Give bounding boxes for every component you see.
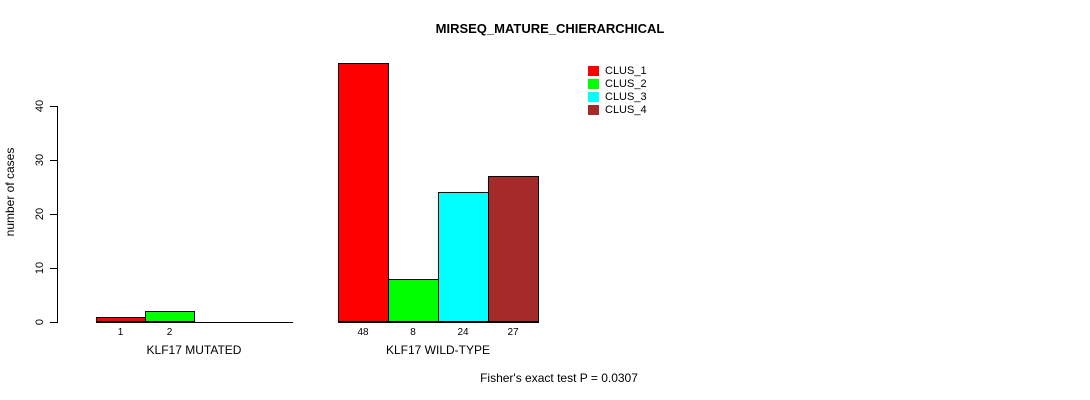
legend-color-swatch	[588, 104, 599, 115]
legend-color-swatch	[588, 91, 599, 102]
legend-item-label: CLUS_2	[605, 77, 647, 90]
legend-item: CLUS_2	[588, 77, 647, 90]
legend-item-label: CLUS_4	[605, 103, 647, 116]
y-axis	[57, 106, 58, 323]
legend-color-swatch	[588, 78, 599, 89]
bar-value-label: 24	[457, 327, 469, 338]
group-label: KLF17 WILD-TYPE	[385, 343, 491, 357]
group-baseline	[96, 322, 293, 323]
bar-value-label: 48	[357, 327, 369, 338]
bar-value-label: 27	[507, 327, 519, 338]
group-label: KLF17 MUTATED	[146, 343, 242, 357]
legend-item-label: CLUS_1	[605, 64, 647, 77]
y-tick-mark	[50, 106, 57, 107]
legend-item: CLUS_1	[588, 64, 647, 77]
legend-color-swatch	[588, 65, 599, 76]
y-tick-mark	[50, 214, 57, 215]
bar-clus_1	[96, 317, 146, 322]
bar-value-label: 1	[117, 327, 124, 338]
bar-clus_2	[145, 311, 195, 322]
y-tick-label: 30	[34, 153, 46, 167]
y-tick-mark	[50, 268, 57, 269]
y-tick-label: 10	[34, 261, 46, 275]
y-tick-mark	[50, 160, 57, 161]
y-tick-label: 20	[34, 207, 46, 221]
group-baseline	[338, 322, 539, 323]
bar-clus_4	[488, 176, 539, 322]
y-axis-label: number of cases	[3, 147, 17, 237]
bar-clus_1	[338, 63, 389, 322]
y-tick-label: 0	[34, 318, 46, 326]
legend-item-label: CLUS_3	[605, 90, 647, 103]
legend-item: CLUS_3	[588, 90, 647, 103]
annotation-text: Fisher's exact test P = 0.0307	[480, 371, 638, 385]
y-tick-mark	[50, 322, 57, 323]
bar-clus_3	[438, 192, 489, 322]
bar-value-label: 2	[166, 327, 173, 338]
bar-clus_2	[388, 279, 439, 322]
legend-item: CLUS_4	[588, 103, 647, 116]
chart-title: MIRSEQ_MATURE_CHIERARCHICAL	[435, 21, 665, 36]
y-tick-label: 40	[34, 99, 46, 113]
bar-value-label: 8	[410, 327, 416, 338]
legend: CLUS_1 CLUS_2 CLUS_3 CLUS_4	[588, 64, 647, 116]
